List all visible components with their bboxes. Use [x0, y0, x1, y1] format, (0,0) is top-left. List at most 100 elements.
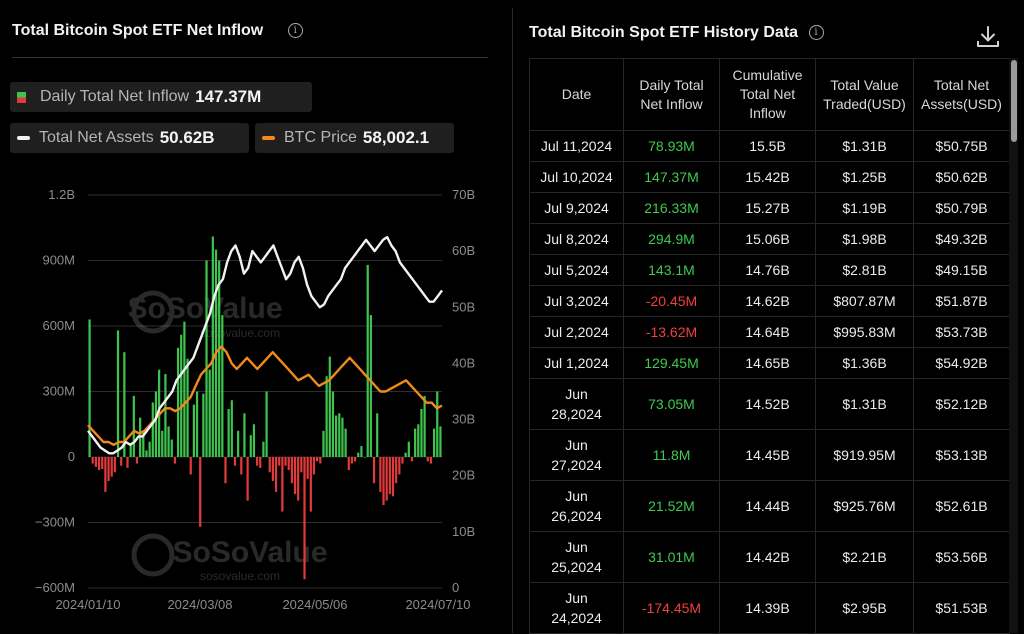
inflow-bar[interactable] [189, 457, 192, 475]
inflow-bar[interactable] [230, 400, 233, 457]
inflow-bar[interactable] [252, 424, 256, 457]
legend-daily-net-inflow[interactable]: Daily Total Net Inflow 147.37M [10, 82, 312, 112]
inflow-bar[interactable] [328, 356, 331, 457]
inflow-bar[interactable] [148, 441, 151, 457]
inflow-bar[interactable] [398, 457, 401, 475]
inflow-bar[interactable] [316, 457, 319, 462]
inflow-bar[interactable] [120, 457, 123, 466]
table-row[interactable]: Jun 26,2024 21.52M 14.44B $925.76M $52.61B [529, 480, 1010, 532]
inflow-bar[interactable] [385, 457, 388, 501]
inflow-bar[interactable] [319, 457, 322, 464]
inflow-bar[interactable] [255, 457, 259, 466]
inflow-bar[interactable] [176, 347, 180, 457]
col-header-value-traded[interactable]: Total Value Traded(USD) [815, 58, 914, 131]
inflow-bar[interactable] [335, 415, 338, 457]
inflow-bar[interactable] [205, 260, 208, 458]
inflow-bar[interactable] [331, 391, 335, 458]
inflow-bar[interactable] [161, 430, 164, 457]
btc-price-line[interactable] [87, 345, 443, 446]
inflow-bar[interactable] [347, 457, 350, 471]
table-row[interactable]: Jul 5,2024 143.1M 14.76B $2.81B $49.15B [529, 254, 1010, 286]
inflow-bar[interactable] [154, 391, 158, 458]
table-row[interactable]: Jul 1,2024 129.45M 14.65B $1.36B $54.92B [529, 347, 1010, 379]
inflow-bar[interactable] [101, 457, 104, 470]
table-row[interactable]: Jul 10,2024 147.37M 15.42B $1.25B $50.62B [529, 161, 1010, 193]
inflow-bar[interactable] [353, 457, 357, 462]
inflow-bar[interactable] [281, 457, 284, 512]
table-scrollbar-thumb[interactable] [1011, 60, 1017, 142]
inflow-bar[interactable] [170, 439, 173, 457]
inflow-bar[interactable] [350, 457, 354, 464]
inflow-bar[interactable] [116, 330, 120, 457]
download-icon[interactable] [975, 24, 1001, 50]
inflow-bar[interactable] [341, 417, 344, 457]
table-row[interactable]: Jun 24,2024 -174.45M 14.39B $2.95B $51.53B [529, 582, 1010, 634]
info-icon[interactable]: i [287, 23, 303, 38]
inflow-bar[interactable] [293, 457, 297, 495]
inflow-bar[interactable] [271, 457, 275, 482]
inflow-bar[interactable] [290, 457, 293, 484]
inflow-bar[interactable] [246, 457, 249, 501]
table-row[interactable]: Jul 9,2024 216.33M 15.27B $1.19B $50.79B [529, 192, 1010, 224]
inflow-bar[interactable] [382, 457, 385, 506]
inflow-bar[interactable] [372, 457, 376, 484]
inflow-bar[interactable] [97, 457, 101, 471]
inflow-bar[interactable] [167, 426, 170, 457]
inflow-bar[interactable] [227, 408, 230, 457]
inflow-bar[interactable] [436, 391, 439, 458]
table-row[interactable]: Jul 11,2024 78.93M 15.5B $1.31B $50.75B [529, 130, 1010, 162]
inflow-bar[interactable] [360, 446, 363, 457]
inflow-bar[interactable] [129, 443, 132, 457]
inflow-bar[interactable] [145, 450, 148, 457]
inflow-chart[interactable]: SoSoValue sosovalue.com SoSoValue sosova… [0, 170, 500, 625]
table-scrollbar-track[interactable] [1009, 58, 1018, 633]
inflow-bar[interactable] [135, 457, 139, 464]
inflow-bar[interactable] [432, 428, 436, 457]
inflow-bar[interactable] [237, 430, 240, 457]
inflow-bar[interactable] [142, 430, 145, 457]
inflow-bar[interactable] [192, 404, 195, 457]
inflow-bar[interactable] [249, 435, 252, 457]
inflow-bar[interactable] [391, 457, 395, 497]
col-header-date[interactable]: Date [529, 58, 624, 131]
inflow-bar[interactable] [423, 395, 426, 457]
inflow-bar[interactable] [395, 457, 398, 484]
inflow-bar[interactable] [202, 393, 205, 457]
inflow-bar[interactable] [259, 457, 262, 468]
inflow-bar[interactable] [107, 457, 110, 482]
inflow-bar[interactable] [173, 457, 177, 464]
inflow-bar[interactable] [366, 264, 369, 457]
inflow-bar[interactable] [363, 457, 366, 458]
inflow-bar[interactable] [221, 315, 224, 457]
inflow-bar[interactable] [208, 369, 211, 457]
total-net-assets-line[interactable] [87, 235, 443, 455]
inflow-bar[interactable] [274, 457, 278, 492]
inflow-bar[interactable] [151, 402, 154, 457]
inflow-bar[interactable] [407, 441, 410, 457]
legend-total-net-assets[interactable]: Total Net Assets 50.62B [10, 123, 249, 153]
inflow-bar[interactable] [110, 457, 113, 477]
inflow-bar[interactable] [309, 457, 312, 512]
inflow-bar[interactable] [300, 457, 303, 473]
inflow-bar[interactable] [262, 441, 265, 457]
inflow-bar[interactable] [88, 319, 91, 457]
inflow-bar[interactable] [91, 457, 94, 464]
inflow-bar[interactable] [183, 321, 186, 457]
inflow-bar[interactable] [186, 358, 189, 457]
legend-btc-price[interactable]: BTC Price 58,002.1 [255, 123, 454, 153]
inflow-bar[interactable] [379, 457, 382, 492]
inflow-bar[interactable] [388, 457, 391, 495]
inflow-bar[interactable] [404, 452, 407, 457]
inflow-bar[interactable] [376, 413, 379, 457]
inflow-bar[interactable] [268, 457, 271, 473]
inflow-bar[interactable] [303, 457, 306, 580]
inflow-bar[interactable] [325, 376, 328, 457]
inflow-bar[interactable] [240, 457, 243, 475]
inflow-bar[interactable] [401, 457, 404, 464]
inflow-bar[interactable] [211, 236, 214, 457]
inflow-bar[interactable] [344, 428, 347, 457]
inflow-bar[interactable] [265, 391, 268, 458]
inflow-bar[interactable] [132, 395, 135, 457]
inflow-bar[interactable] [410, 457, 414, 462]
table-row[interactable]: Jun 28,2024 73.05M 14.52B $1.31B $52.12B [529, 378, 1010, 430]
